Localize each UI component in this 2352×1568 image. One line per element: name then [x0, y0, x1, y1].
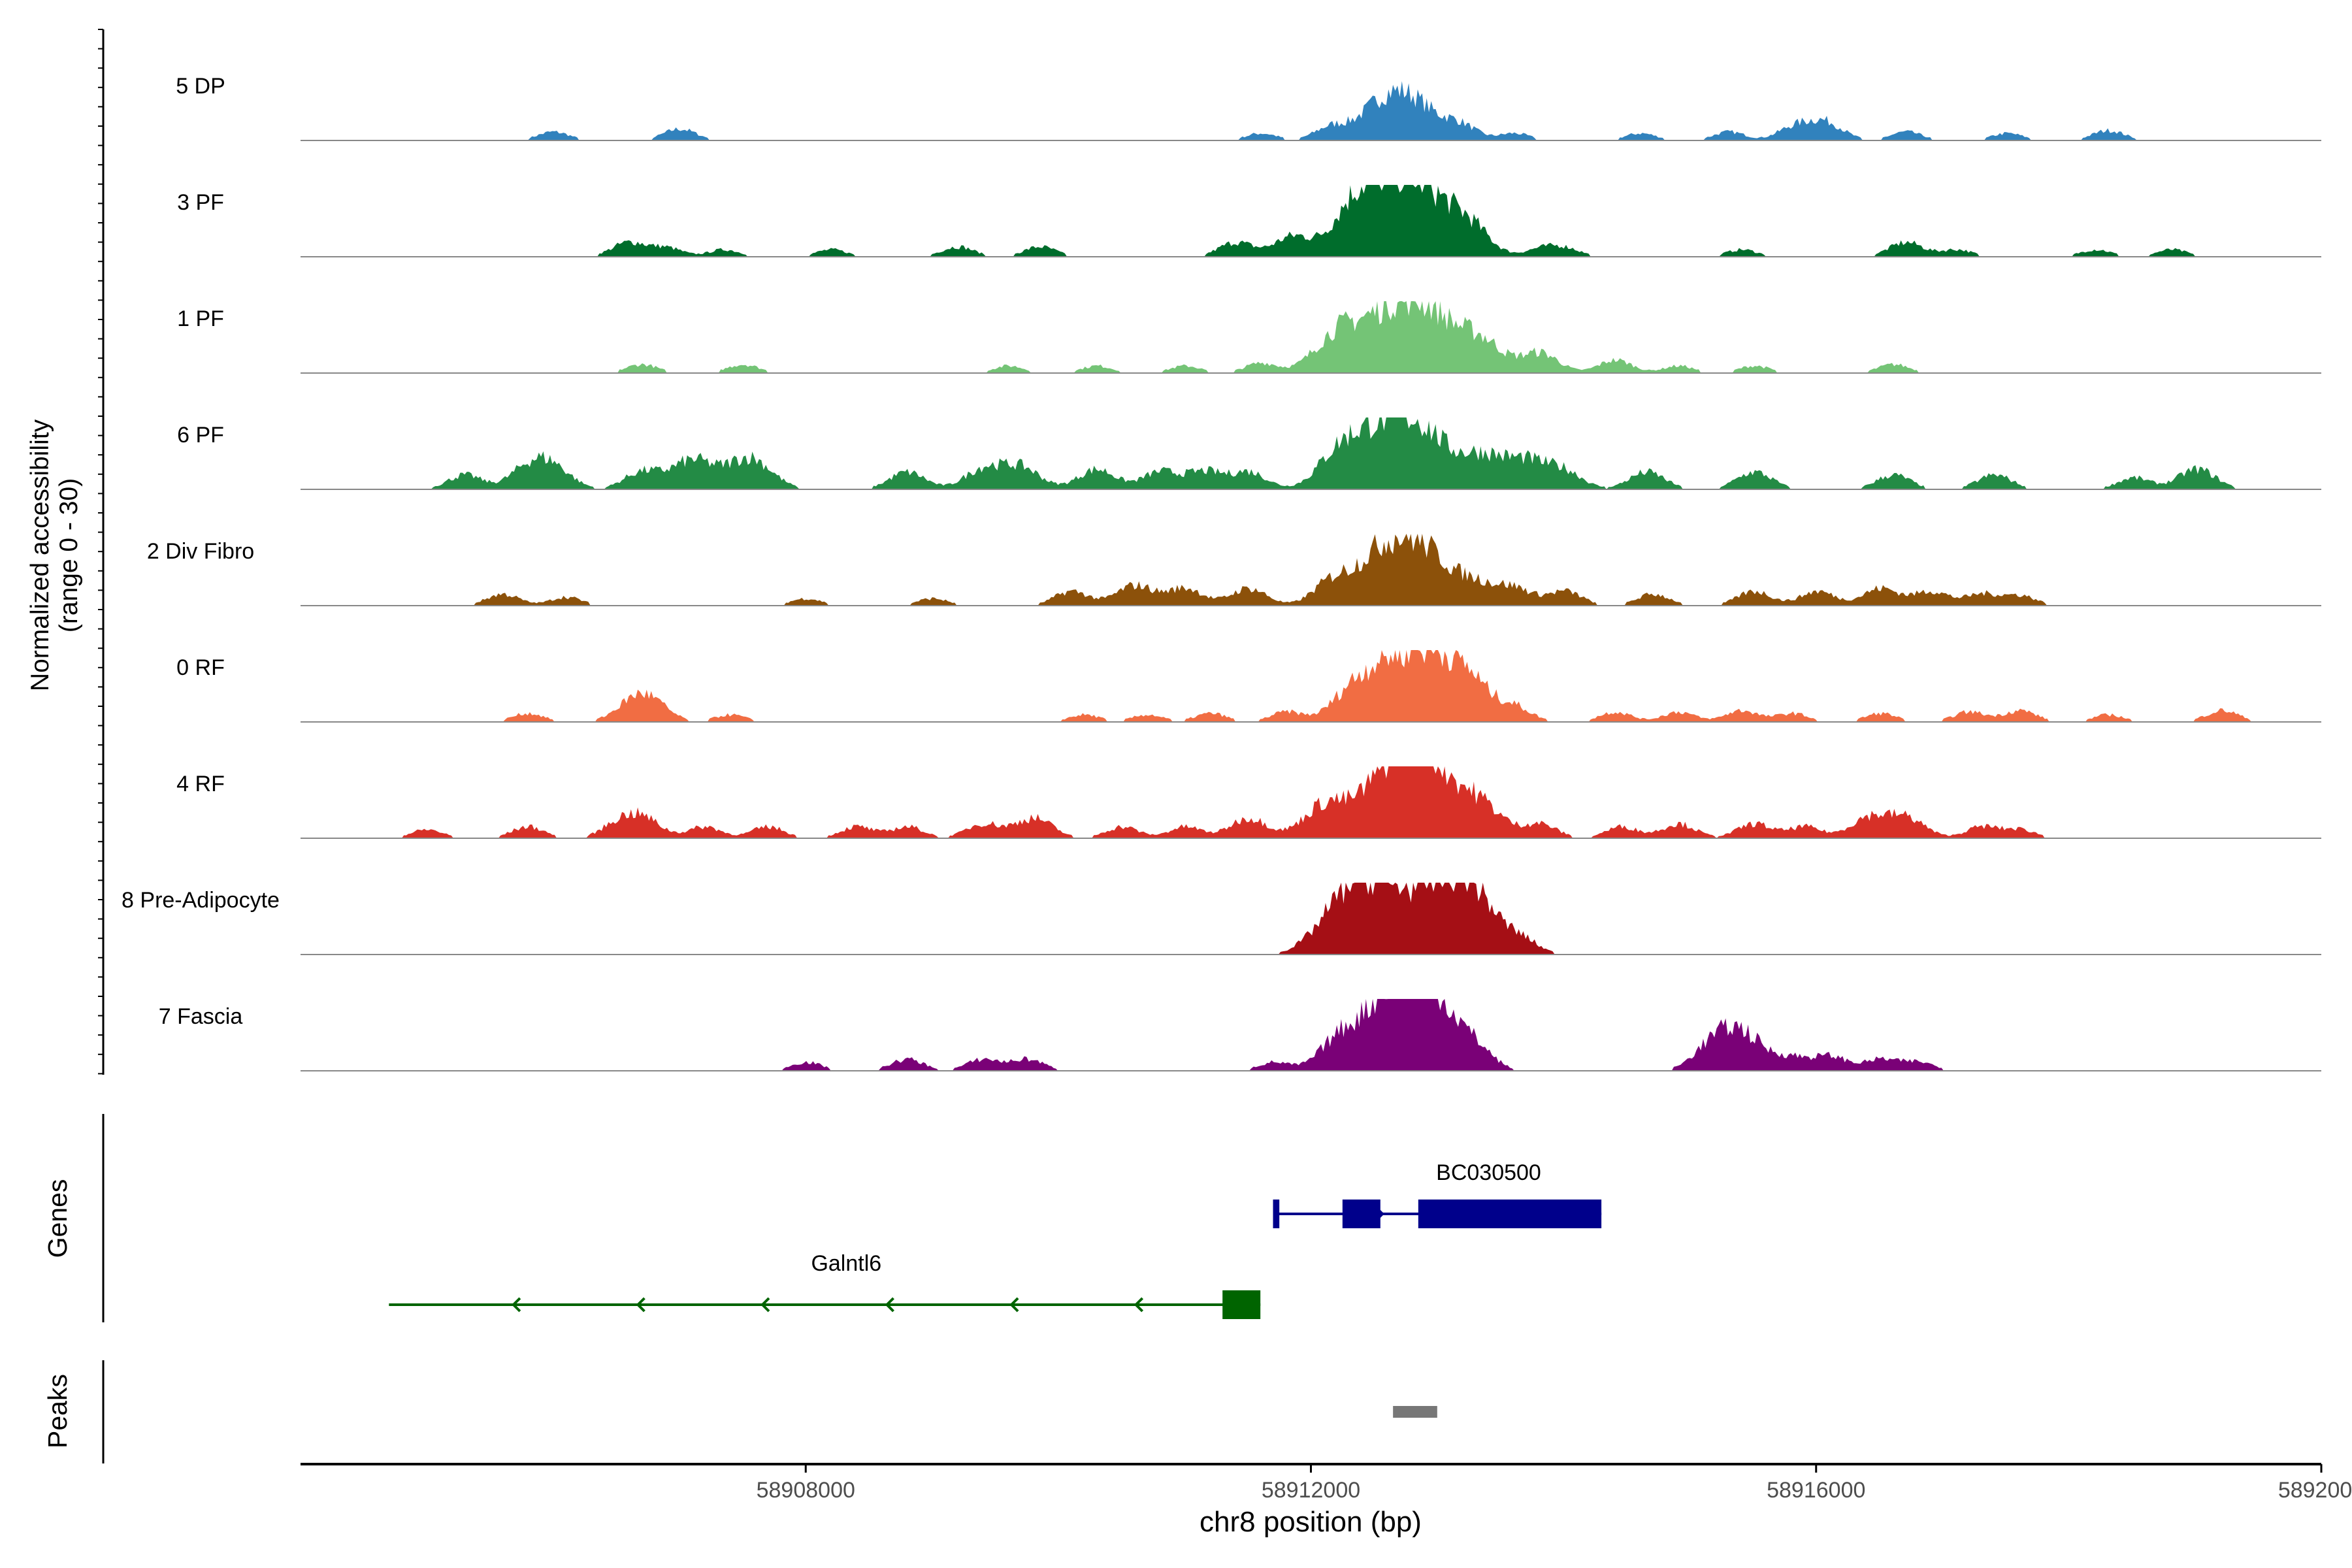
track-3: 6 PF: [177, 417, 2321, 490]
coverage-axis-label: Normalized accessibility: [26, 419, 54, 691]
x-axis-tick-label: 58916000: [1767, 1478, 1865, 1503]
track-5: 0 RF: [176, 650, 2321, 723]
track-1: 3 PF: [177, 185, 2321, 257]
gene-exon: [1222, 1290, 1261, 1319]
gene-exon: [1342, 1200, 1380, 1228]
track-label: 4 RF: [176, 772, 225, 796]
peaks-axis-label: Peaks: [42, 1374, 73, 1448]
coverage-area: [301, 766, 2321, 838]
strand-arrow: [512, 1297, 521, 1313]
x-axis-tick-label: 5892000: [2278, 1478, 2352, 1503]
track-0: 5 DP: [176, 74, 2321, 141]
coverage-area: [301, 883, 2321, 955]
strand-arrow: [1009, 1297, 1019, 1313]
peaks-panel: [1393, 1406, 1437, 1418]
track-8: 7 Fascia: [159, 999, 2321, 1071]
track-label: 5 DP: [176, 74, 225, 99]
track-label: 8 Pre-Adipocyte: [122, 888, 280, 913]
x-axis-label: chr8 position (bp): [1200, 1506, 1422, 1538]
gene-label: BC030500: [1436, 1160, 1541, 1185]
coverage-area: [301, 185, 2321, 257]
track-7: 8 Pre-Adipocyte: [122, 883, 2321, 955]
coverage-area: [301, 301, 2321, 373]
coverage-axis: [98, 29, 105, 1075]
coverage-area: [301, 999, 2321, 1071]
coverage-axis-range-label: (range 0 - 30): [55, 478, 83, 632]
coverage-area: [301, 650, 2321, 722]
strand-arrow: [1134, 1297, 1144, 1313]
gene-label: Galntl6: [811, 1251, 881, 1276]
gene-Galntl6: Galntl6: [389, 1251, 1261, 1319]
x-axis-tick-label: 58912000: [1262, 1478, 1360, 1503]
coverage-area: [301, 81, 2321, 140]
x-axis-tick-label: 58908000: [757, 1478, 855, 1503]
genes-axis-label: Genes: [42, 1179, 73, 1258]
gene-BC030500: BC030500: [1273, 1160, 1602, 1228]
track-label: 3 PF: [177, 190, 224, 215]
track-6: 4 RF: [176, 766, 2321, 839]
track-4: 2 Div Fibro: [147, 534, 2321, 606]
coverage-area: [301, 417, 2321, 489]
track-label: 7 Fascia: [159, 1004, 243, 1029]
track-label: 6 PF: [177, 423, 224, 448]
gene-exon: [1418, 1200, 1602, 1228]
strand-arrow: [885, 1297, 894, 1313]
strand-arrow: [760, 1297, 770, 1313]
x-axis: 58908000 58912000 58916000 5892000: [301, 1463, 2352, 1503]
coverage-area: [301, 534, 2321, 606]
coverage-tracks: 5 DP 3 PF 1 PF 6 PF 2 Div Fibro 0 RF 4 RF 8 Pre…: [122, 74, 2321, 1071]
track-label: 2 Div Fibro: [147, 539, 254, 564]
peak-region: [1393, 1406, 1437, 1418]
strand-arrow: [636, 1297, 645, 1313]
track-label: 0 RF: [176, 655, 225, 680]
track-2: 1 PF: [177, 301, 2321, 374]
gene-exon: [1273, 1200, 1280, 1228]
genes-panel: BC030500 Galntl6: [389, 1160, 1602, 1319]
track-label: 1 PF: [177, 306, 224, 331]
